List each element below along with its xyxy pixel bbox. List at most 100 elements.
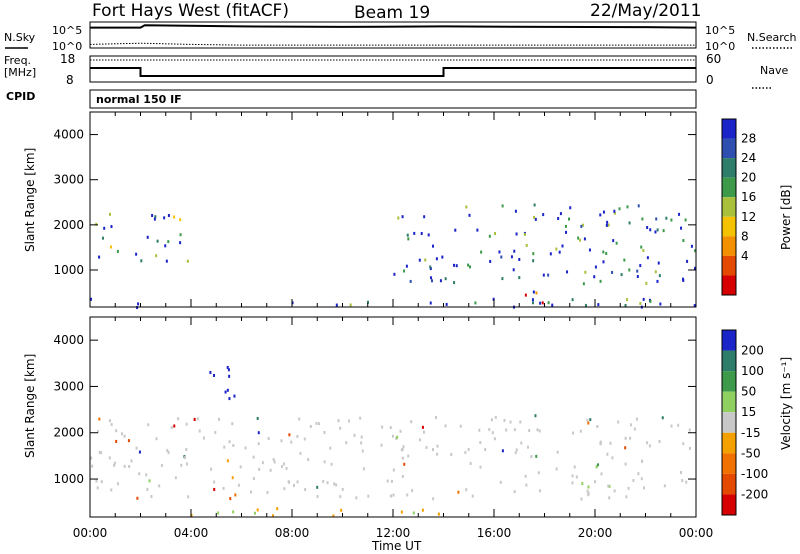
colorbar-tick-label: 16 [741, 190, 756, 204]
time-axis-title: Time UT [371, 539, 422, 553]
colorbar-swatch [722, 119, 736, 139]
range-cell [542, 273, 545, 277]
range-cell [606, 220, 609, 224]
nsearch-line [89, 42, 696, 46]
range-cell [261, 461, 264, 465]
range-cell [523, 232, 526, 236]
range-cell [323, 430, 326, 434]
range-cell [541, 301, 544, 305]
x-tick-label: 16:00 [477, 526, 512, 540]
range-cell [459, 424, 462, 428]
range-cell [431, 279, 434, 283]
range-cell [174, 476, 177, 480]
range-cell [213, 480, 216, 484]
range-cell [154, 215, 157, 219]
range-cell [432, 497, 435, 501]
range-cell [479, 441, 482, 445]
range-cell [137, 302, 140, 306]
range-cell [186, 259, 189, 263]
range-cell [233, 394, 236, 398]
velocity-heatmap-pixels [90, 365, 691, 518]
range-cell [656, 279, 659, 283]
range-cell [625, 495, 628, 499]
range-cell [185, 448, 188, 452]
range-cell [583, 237, 586, 241]
range-cell [400, 448, 403, 452]
range-cell [455, 264, 458, 268]
y-tick-label: 2000 [53, 426, 84, 440]
range-cell [611, 270, 614, 274]
range-cell [589, 418, 592, 422]
range-cell [465, 488, 468, 492]
range-cell [680, 226, 683, 230]
range-cell [403, 462, 406, 466]
range-cell [572, 431, 575, 435]
range-cell [501, 204, 504, 208]
range-cell [538, 489, 541, 493]
range-cell [642, 297, 645, 301]
range-cell [606, 452, 609, 456]
colorbar-swatch [722, 177, 736, 198]
range-cell [513, 490, 516, 494]
range-cell [392, 493, 395, 497]
range-cell [628, 221, 631, 225]
velocity-xticks [89, 317, 697, 517]
range-cell [488, 234, 491, 238]
range-cell [393, 272, 396, 276]
range-cell [185, 462, 188, 466]
range-cell [688, 428, 691, 432]
range-cell [670, 424, 673, 428]
colorbar-swatch [722, 158, 736, 178]
range-cell [509, 420, 512, 424]
range-cell [685, 480, 688, 484]
x-tick-label: 00:00 [679, 526, 714, 540]
range-cell [193, 417, 196, 421]
range-cell [624, 446, 627, 450]
range-cell [391, 434, 394, 438]
nsky-label: N.Sky [4, 31, 36, 44]
range-cell [453, 281, 456, 285]
colorbar-tick-label: -200 [741, 487, 768, 501]
range-cell [266, 490, 269, 494]
colorbar-tick-label: 20 [741, 171, 756, 185]
range-cell [153, 217, 156, 221]
range-cell [512, 268, 515, 272]
freq-line [90, 67, 696, 77]
colorbar-tick-label: 24 [741, 151, 756, 165]
range-cell [501, 277, 504, 281]
range-cell [626, 298, 629, 302]
noise-tick-high-right: 10^5 [705, 24, 735, 37]
range-cell [491, 431, 494, 435]
range-cell [441, 255, 444, 259]
range-cell [637, 472, 640, 476]
range-cell [97, 430, 100, 434]
y-tick-label: 3000 [53, 379, 84, 393]
range-cell [158, 484, 161, 488]
range-cell [599, 213, 602, 217]
range-cell [565, 230, 568, 234]
range-cell [156, 239, 159, 243]
range-cell [640, 477, 643, 481]
colorbar-tick-label: 200 [741, 344, 764, 358]
range-cell [202, 436, 205, 440]
range-cell [239, 465, 242, 469]
range-cell [464, 450, 467, 454]
range-cell [617, 420, 620, 424]
range-cell [332, 514, 335, 518]
range-cell [457, 490, 460, 494]
range-cell [444, 277, 447, 281]
range-cell [136, 306, 139, 310]
range-cell [444, 424, 447, 428]
range-cell [396, 435, 399, 439]
range-cell [224, 390, 227, 394]
range-cell [571, 481, 574, 485]
range-cell [597, 303, 600, 307]
range-cell [427, 233, 430, 237]
cpid-label: CPID [6, 90, 35, 103]
range-cell [641, 459, 644, 463]
range-cell [493, 437, 496, 441]
range-cell [637, 204, 640, 208]
range-cell [654, 230, 657, 234]
x-tick-label: 00:00 [73, 526, 108, 540]
range-cell [285, 466, 288, 470]
